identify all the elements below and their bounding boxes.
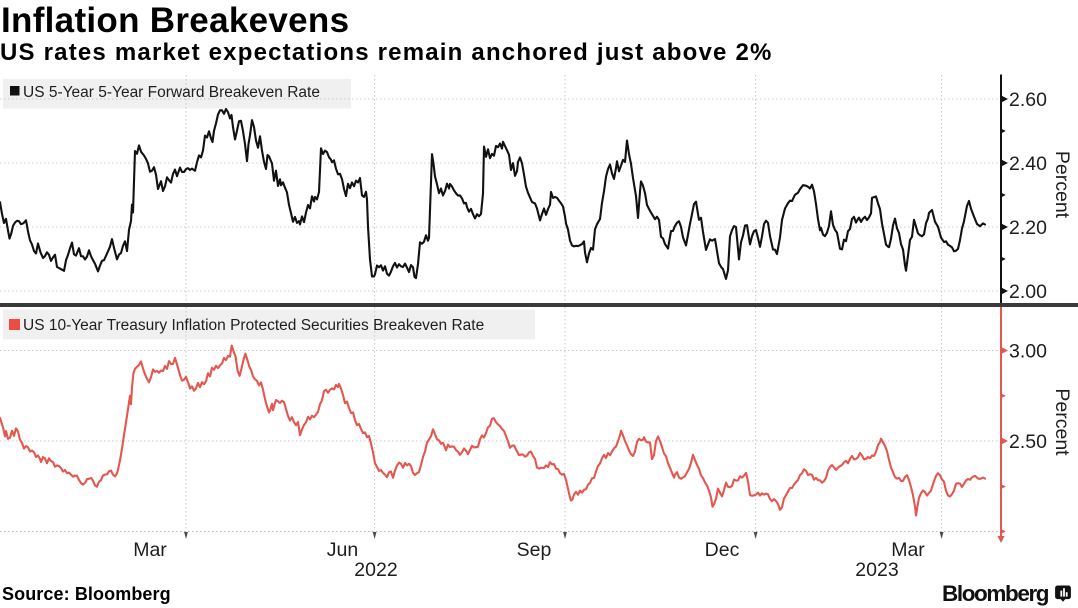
svg-text:Jun: Jun (327, 539, 358, 561)
svg-text:3.00: 3.00 (1009, 341, 1047, 363)
svg-text:2.50: 2.50 (1009, 431, 1047, 453)
svg-text:US 5-Year 5-Year Forward Break: US 5-Year 5-Year Forward Breakeven Rate (23, 84, 320, 101)
svg-text:2.20: 2.20 (1009, 217, 1047, 239)
svg-text:2.40: 2.40 (1009, 153, 1047, 175)
svg-text:US 10-Year Treasury Inflation: US 10-Year Treasury Inflation Protected … (23, 317, 484, 334)
svg-text:Percent: Percent (1051, 388, 1073, 456)
svg-text:Percent: Percent (1051, 151, 1073, 219)
svg-text:Sep: Sep (517, 539, 552, 561)
svg-text:Dec: Dec (705, 539, 740, 561)
svg-text:2023: 2023 (855, 559, 898, 581)
svg-text:Mar: Mar (133, 539, 167, 561)
svg-text:2022: 2022 (354, 559, 397, 581)
svg-text:2.60: 2.60 (1009, 89, 1047, 111)
svg-text:Mar: Mar (891, 539, 925, 561)
svg-text:2.00: 2.00 (1009, 281, 1047, 303)
